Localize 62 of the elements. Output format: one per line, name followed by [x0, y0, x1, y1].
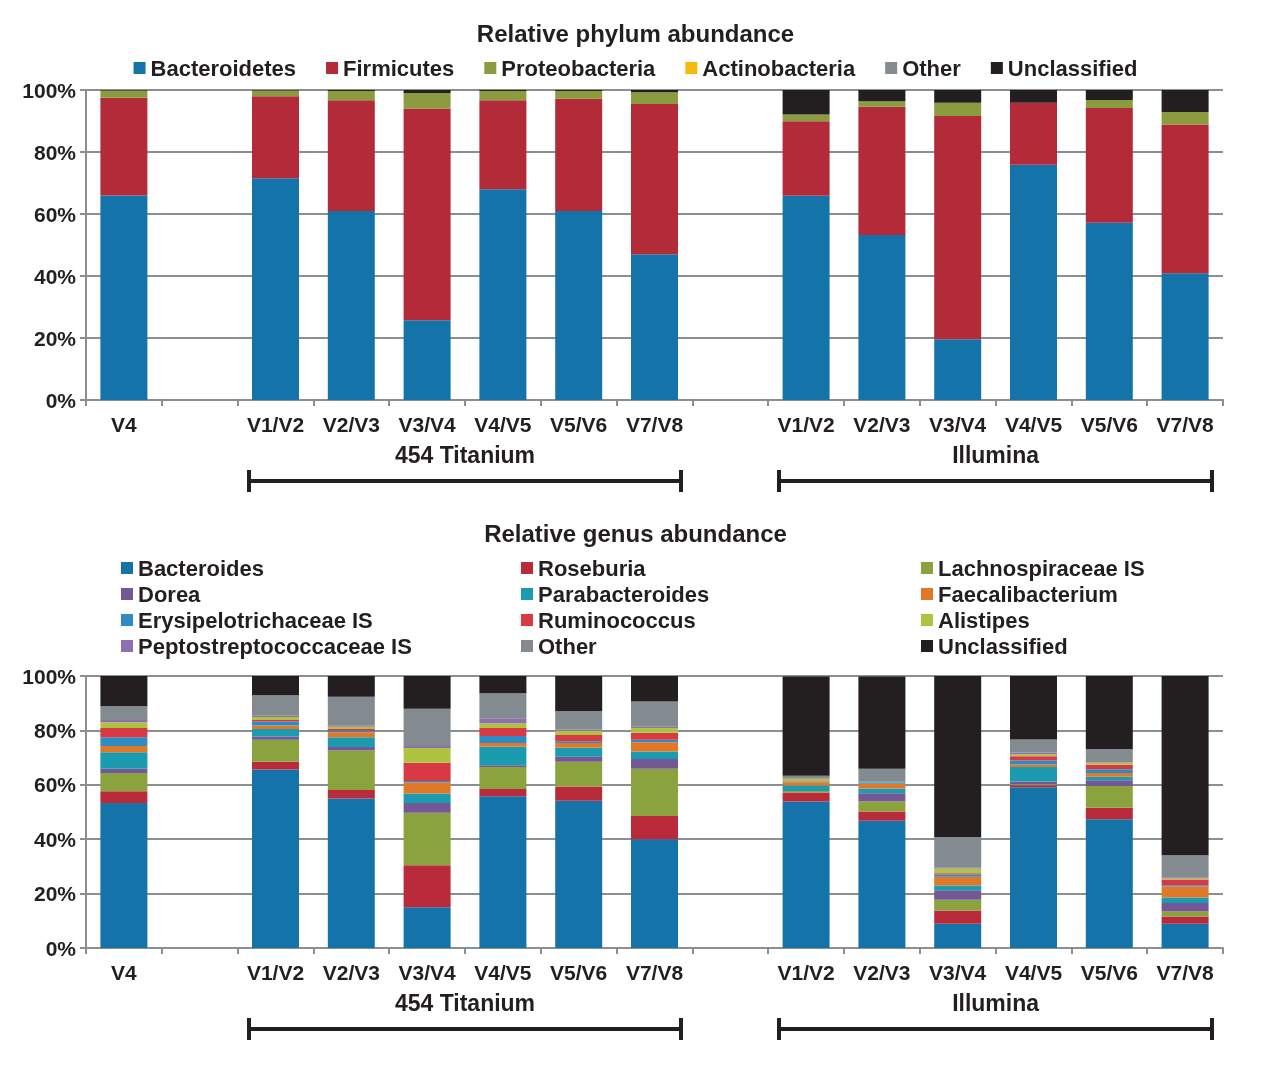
x-tick-label: V2/V3 — [322, 961, 380, 984]
x-tick-label: V7/V8 — [625, 961, 684, 984]
legend-label: Peptostreptococcaceae IS — [138, 633, 412, 659]
legend-label: Firmicutes — [343, 55, 455, 81]
x-tick-label: V5/V6 — [1080, 413, 1138, 436]
y-tick-label: 60% — [33, 202, 77, 226]
x-tick-label: V1/V2 — [777, 413, 835, 436]
x-tick-label: V5/V6 — [1080, 961, 1138, 984]
text: 454 Titanium — [393, 990, 537, 1017]
x-tick-label: V4/V5 — [1004, 413, 1063, 436]
y-tick-label: 80% — [33, 140, 77, 164]
text: 454 Titanium — [393, 442, 537, 469]
legend-label: Ruminococcus — [538, 607, 696, 633]
x-tick-label: V1/V2 — [777, 961, 835, 984]
y-tick-label: 100% — [22, 78, 77, 102]
legend-label: Other — [902, 55, 962, 81]
chart-title: Relative phylum abundance — [476, 19, 795, 47]
legend-label: Bacteroides — [138, 555, 264, 581]
legend-label: Dorea — [138, 581, 202, 607]
x-tick-label: V4 — [111, 413, 138, 436]
x-tick-label: V7/V8 — [625, 413, 684, 436]
x-tick-label: V3/V4 — [398, 961, 457, 984]
legend-label: Erysipelotrichaceae IS — [138, 607, 373, 633]
text: Illumina — [951, 990, 1041, 1017]
x-tick-label: V7/V8 — [1156, 413, 1215, 436]
x-tick-label: V7/V8 — [1156, 961, 1215, 984]
legend-label: Roseburia — [538, 555, 647, 581]
legend-label: Faecalibacterium — [938, 581, 1118, 607]
x-tick-label: V2/V3 — [322, 413, 380, 436]
legend-label: Lachnospiraceae IS — [938, 555, 1145, 581]
x-tick-label: V4/V5 — [474, 961, 532, 984]
legend-label: Other — [538, 633, 598, 659]
y-tick-label: 0% — [45, 388, 77, 412]
x-tick-label: V1/V2 — [246, 961, 305, 984]
y-tick-label: 80% — [33, 718, 77, 742]
chart-title: Relative genus abundance — [484, 519, 787, 547]
x-tick-label: V5/V6 — [550, 413, 608, 436]
y-tick-label: 40% — [33, 827, 77, 851]
legend-label: Unclassified — [1007, 55, 1138, 81]
legend-label: Parabacteroides — [538, 581, 710, 607]
legend-label: Alistipes — [938, 607, 1030, 633]
y-tick-label: 100% — [22, 664, 77, 688]
x-tick-label: V1/V2 — [246, 413, 305, 436]
legend-label: Unclassified — [938, 633, 1068, 659]
y-tick-label: 20% — [33, 882, 77, 906]
x-tick-label: V4/V5 — [1004, 961, 1063, 984]
x-tick-label: V3/V4 — [929, 413, 987, 436]
x-tick-label: V5/V6 — [550, 961, 608, 984]
legend-label: Proteobacteria — [501, 55, 657, 81]
legend-label: Actinobacteria — [702, 55, 856, 81]
legend-label: Bacteroidetes — [150, 55, 297, 81]
y-tick-label: 60% — [33, 773, 77, 797]
x-tick-label: V2/V3 — [853, 961, 911, 984]
y-tick-label: 0% — [45, 936, 77, 960]
x-tick-label: V4/V5 — [474, 413, 532, 436]
x-tick-label: V3/V4 — [929, 961, 987, 984]
y-tick-label: 20% — [33, 326, 77, 350]
x-tick-label: V2/V3 — [853, 413, 911, 436]
text: Illumina — [951, 442, 1041, 469]
x-tick-label: V4 — [111, 961, 138, 984]
x-tick-label: V3/V4 — [398, 413, 457, 436]
y-tick-label: 40% — [33, 264, 77, 288]
